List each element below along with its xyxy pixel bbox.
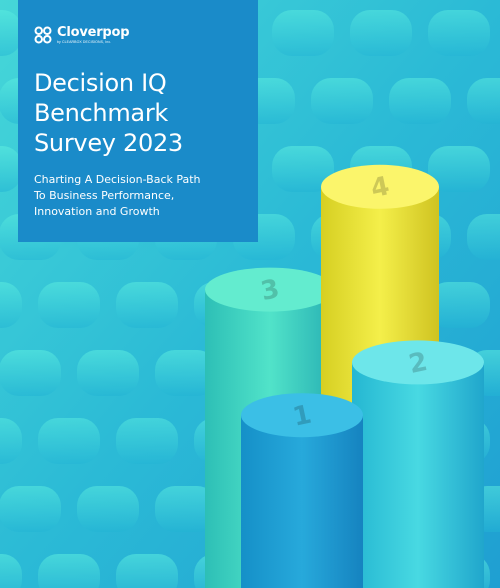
subtitle-line: To Business Performance, bbox=[34, 189, 175, 202]
background-tile bbox=[0, 486, 61, 532]
background-tile bbox=[38, 418, 100, 464]
background-tile bbox=[467, 78, 500, 124]
background-tile bbox=[0, 554, 22, 588]
title-line: Decision IQ bbox=[34, 69, 167, 97]
background-tile bbox=[0, 350, 61, 396]
background-tile bbox=[0, 282, 22, 328]
title-panel: Cloverpop by CLEARBOX DECISIONS, Inc. De… bbox=[18, 0, 258, 242]
brand-tagline: by CLEARBOX DECISIONS, Inc. bbox=[57, 40, 112, 44]
background-tile bbox=[38, 554, 100, 588]
bar-top-2 bbox=[352, 340, 484, 385]
title-line: Benchmark bbox=[34, 99, 168, 127]
background-tile bbox=[272, 146, 334, 192]
bar-label-3: 3 bbox=[258, 274, 282, 307]
bar-label-1: 1 bbox=[290, 400, 314, 433]
background-tile bbox=[155, 350, 217, 396]
background-tile bbox=[389, 78, 451, 124]
bar-label-4: 4 bbox=[368, 171, 392, 204]
background-tile bbox=[116, 418, 178, 464]
background-tile bbox=[0, 418, 22, 464]
brand-logo: Cloverpop by CLEARBOX DECISIONS, Inc. bbox=[34, 26, 242, 44]
background-tile bbox=[350, 10, 412, 56]
background-tile bbox=[311, 78, 373, 124]
bar-chart: 3 4 2 1 bbox=[205, 164, 484, 588]
background-tile bbox=[272, 10, 334, 56]
background-tile bbox=[116, 554, 178, 588]
background-tile bbox=[0, 146, 22, 192]
bar-top-4 bbox=[321, 164, 439, 209]
background-tile bbox=[77, 486, 139, 532]
background-tile bbox=[0, 10, 22, 56]
cover-subtitle: Charting A Decision-Back Path To Busines… bbox=[34, 172, 242, 220]
background-tile bbox=[428, 10, 490, 56]
background-tile bbox=[155, 486, 217, 532]
bar-top-1 bbox=[241, 393, 363, 438]
clover-icon bbox=[34, 26, 52, 44]
bar-body-2 bbox=[352, 362, 484, 588]
background-tile bbox=[428, 146, 490, 192]
background-tile bbox=[38, 282, 100, 328]
background-tile bbox=[428, 282, 490, 328]
title-line: Survey 2023 bbox=[34, 129, 183, 157]
bar-label-2: 2 bbox=[406, 347, 430, 380]
brand-name: Cloverpop bbox=[57, 25, 130, 40]
background-tile bbox=[77, 350, 139, 396]
bar-body-1 bbox=[241, 415, 363, 588]
bar-top-3 bbox=[205, 267, 335, 312]
bar-1: 1 bbox=[241, 393, 363, 588]
bar-2: 2 bbox=[352, 340, 484, 588]
subtitle-line: Charting A Decision-Back Path bbox=[34, 173, 201, 186]
background-tile bbox=[116, 282, 178, 328]
cover-title: Decision IQ Benchmark Survey 2023 bbox=[34, 68, 242, 158]
subtitle-line: Innovation and Growth bbox=[34, 205, 160, 218]
background-tile bbox=[467, 214, 500, 260]
